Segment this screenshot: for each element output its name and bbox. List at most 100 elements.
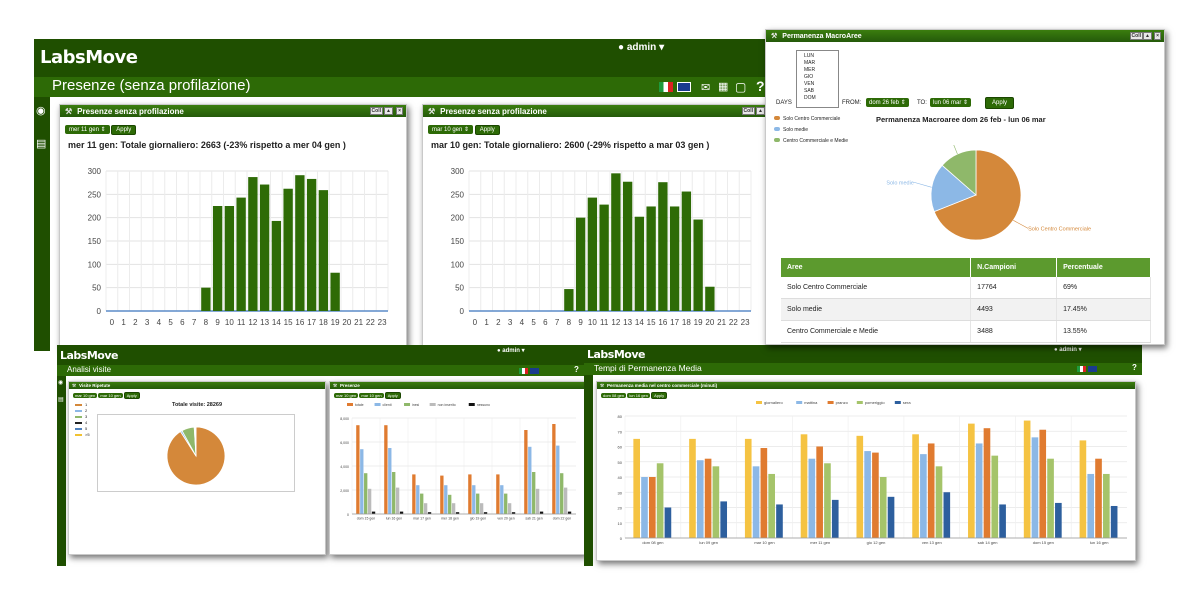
- y-tick-label: 150: [451, 237, 465, 246]
- brand-logo[interactable]: LabsMove: [40, 47, 138, 68]
- up-button[interactable]: ▲: [1143, 32, 1152, 40]
- column-header[interactable]: N.Campioni: [970, 258, 1058, 277]
- table-icon[interactable]: ▤: [58, 397, 64, 403]
- bar: [259, 184, 270, 311]
- bar: [935, 466, 943, 538]
- x-tick-label: 20: [705, 318, 714, 327]
- y-tick-label: 0: [460, 307, 465, 316]
- apply-button[interactable]: Apply: [985, 97, 1015, 109]
- title-bar: Analisi visite ?: [57, 365, 590, 376]
- user-icon: ●: [618, 42, 625, 53]
- legend-item[interactable]: >5: [75, 432, 90, 438]
- to-select[interactable]: lun 06 mar ⇕: [930, 98, 972, 107]
- wrench-icon: ⚒: [72, 382, 77, 388]
- dashboard-icon[interactable]: ◉: [58, 380, 64, 386]
- panel-header: ⚒ Permanenza MacroAree Coll ▲ ×: [766, 30, 1164, 42]
- days-listbox[interactable]: LUN MAR MER GIO VEN SAB DOM: [796, 50, 839, 108]
- apply-button[interactable]: Apply: [651, 392, 668, 399]
- pie-slice: [933, 149, 1022, 241]
- date-from-select[interactable]: dom 08 gen: [601, 393, 627, 398]
- collapse-button[interactable]: Coll: [1129, 32, 1143, 40]
- x-tick-label: 7: [192, 318, 197, 327]
- apply-button[interactable]: Apply: [474, 125, 500, 135]
- flag-it-icon[interactable]: [1077, 366, 1086, 372]
- y-tick-label: 250: [451, 190, 465, 199]
- bar: [693, 219, 703, 311]
- date-select[interactable]: mar 10 gen ⇕: [428, 125, 474, 134]
- monitor-icon[interactable]: ▢: [735, 80, 747, 94]
- user-icon: ●: [1054, 347, 1058, 353]
- flag-it-icon[interactable]: [519, 368, 528, 374]
- up-button[interactable]: ▲: [384, 107, 393, 115]
- day-option[interactable]: MAR: [804, 60, 816, 66]
- legend-item[interactable]: 4: [75, 420, 90, 426]
- bar: [1079, 440, 1087, 538]
- help-icon[interactable]: ?: [756, 78, 765, 94]
- bar: [575, 217, 586, 311]
- close-button[interactable]: ×: [1154, 32, 1161, 40]
- collapse-button[interactable]: Coll: [741, 107, 755, 115]
- apply-button[interactable]: Apply: [384, 392, 401, 399]
- legend-item[interactable]: Centro Commerciale e Medie: [774, 136, 848, 147]
- date-to-select[interactable]: mar 10 gen: [98, 393, 123, 398]
- brand-logo[interactable]: LabsMove: [60, 349, 119, 362]
- table-cell: 3488: [970, 320, 1058, 343]
- brand-logo[interactable]: LabsMove: [587, 348, 646, 361]
- x-tick-label: 8: [204, 318, 209, 327]
- table-icon[interactable]: ▤: [36, 138, 47, 150]
- bar: [1110, 505, 1118, 538]
- user-menu[interactable]: ● admin ▾: [497, 347, 525, 354]
- caret-down-icon: ▾: [521, 348, 525, 354]
- day-option[interactable]: LUN: [804, 53, 815, 59]
- bar: [1095, 458, 1102, 538]
- table-cell: 13.55%: [1056, 320, 1151, 343]
- apply-button[interactable]: Apply: [111, 125, 137, 135]
- legend-item[interactable]: Solo medie: [774, 125, 848, 136]
- date-to-select[interactable]: lun 16 gen: [627, 393, 650, 398]
- bar: [423, 503, 428, 514]
- wrench-icon: ⚒: [333, 382, 338, 388]
- user-menu[interactable]: ● admin ▾: [618, 42, 664, 53]
- legend-item[interactable]: 1: [75, 402, 90, 408]
- user-menu[interactable]: ● admin ▾: [1054, 346, 1082, 353]
- days-label: DAYS: [776, 100, 792, 106]
- from-select[interactable]: dom 26 feb ⇕: [866, 98, 909, 107]
- day-option[interactable]: DOM: [804, 95, 816, 101]
- legend-item[interactable]: 3: [75, 414, 90, 420]
- bar: [283, 188, 293, 311]
- mail-icon[interactable]: ✉: [701, 82, 711, 94]
- legend-item[interactable]: 2: [75, 408, 90, 414]
- column-header[interactable]: Aree: [781, 258, 972, 277]
- dashboard-icon[interactable]: ◉: [36, 105, 46, 117]
- apply-button[interactable]: Apply: [123, 392, 140, 399]
- collapse-button[interactable]: Coll: [369, 107, 383, 115]
- day-option[interactable]: GIO: [804, 74, 814, 80]
- flag-uk-icon[interactable]: [530, 368, 539, 374]
- legend-item[interactable]: Solo Centro Commerciale: [774, 114, 848, 125]
- filter-row: mar 10 gen mar 10 gen Apply: [334, 392, 401, 399]
- bar: [271, 220, 282, 311]
- date-from-select[interactable]: mar 10 gen: [73, 393, 98, 398]
- day-option[interactable]: MER: [804, 67, 816, 73]
- grid-icon[interactable]: ▦: [718, 81, 729, 93]
- y-tick-label: 6,000: [340, 441, 349, 445]
- flag-uk-icon[interactable]: [677, 82, 691, 92]
- day-option[interactable]: VEN: [804, 81, 815, 87]
- bar: [567, 511, 572, 514]
- y-tick-label: 80: [618, 414, 623, 419]
- close-button[interactable]: ×: [396, 107, 403, 115]
- date-select[interactable]: mer 11 gen ⇕: [65, 125, 110, 134]
- day-option[interactable]: SAB: [804, 88, 815, 94]
- x-tick-label: ven 13 gen: [922, 540, 942, 545]
- up-button[interactable]: ▲: [756, 107, 765, 115]
- help-icon[interactable]: ?: [574, 365, 579, 374]
- column-header[interactable]: Percentuale: [1056, 258, 1151, 277]
- x-tick-label: dom 15 gen: [1033, 540, 1054, 545]
- help-icon[interactable]: ?: [1132, 363, 1137, 372]
- flag-uk-icon[interactable]: [1088, 366, 1097, 372]
- date-from-select[interactable]: mar 10 gen: [334, 393, 359, 398]
- flag-it-icon[interactable]: [659, 82, 673, 92]
- legend-item[interactable]: 5: [75, 426, 90, 432]
- date-to-select[interactable]: mar 10 gen: [359, 393, 384, 398]
- presenze-small-panel: ⚒ Presenze mar 10 gen mar 10 gen Apply t…: [329, 381, 586, 555]
